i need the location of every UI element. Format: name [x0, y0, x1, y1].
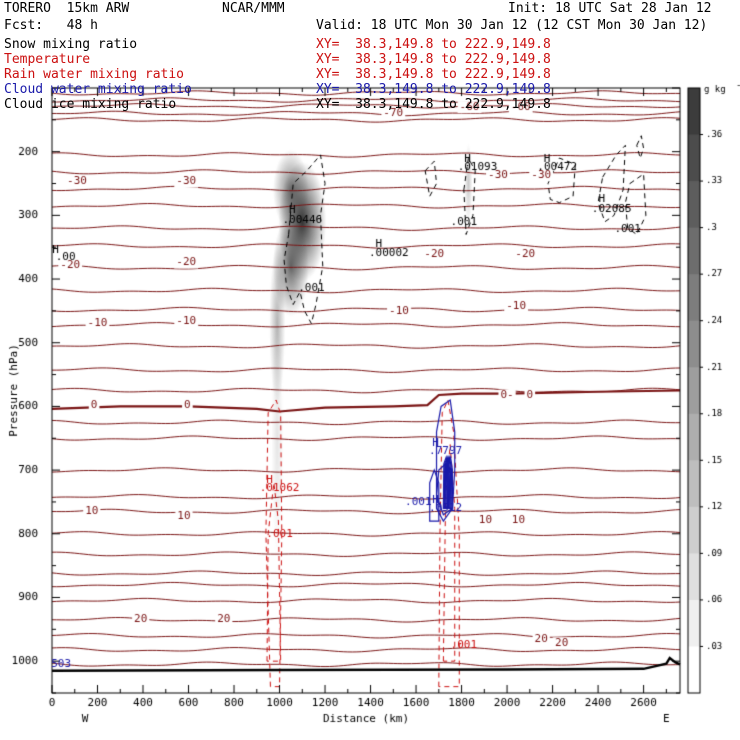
field-label-cloud-water: Cloud water mixing ratio	[4, 82, 192, 97]
center-name: NCAR/MMM	[222, 1, 285, 16]
field-label-temperature: Temperature	[4, 52, 91, 67]
valid-time: Valid: 18 UTC Mon 30 Jan 12 (12 CST Mon …	[316, 18, 708, 33]
field-xy-snow: XY= 38.3,149.8 to 222.9,149.8	[316, 37, 551, 52]
init-time: Init: 18 UTC Sat 28 Jan 12	[508, 1, 712, 16]
field-label-cloud-ice: Cloud ice mixing ratio	[4, 97, 177, 112]
field-xy-cloud-ice: XY= 38.3,149.8 to 222.9,149.8	[316, 97, 551, 112]
field-label-snow: Snow mixing ratio	[4, 37, 138, 52]
field-xy-temperature: XY= 38.3,149.8 to 222.9,149.8	[316, 52, 551, 67]
field-xy-rain: XY= 38.3,149.8 to 222.9,149.8	[316, 67, 551, 82]
forecast-hour: Fcst: 48 h	[4, 18, 98, 33]
field-xy-cloud-water: XY= 38.3,149.8 to 222.9,149.8	[316, 82, 551, 97]
model-title: TORERO 15km ARW	[4, 1, 130, 16]
field-label-rain: Rain water mixing ratio	[4, 67, 185, 82]
